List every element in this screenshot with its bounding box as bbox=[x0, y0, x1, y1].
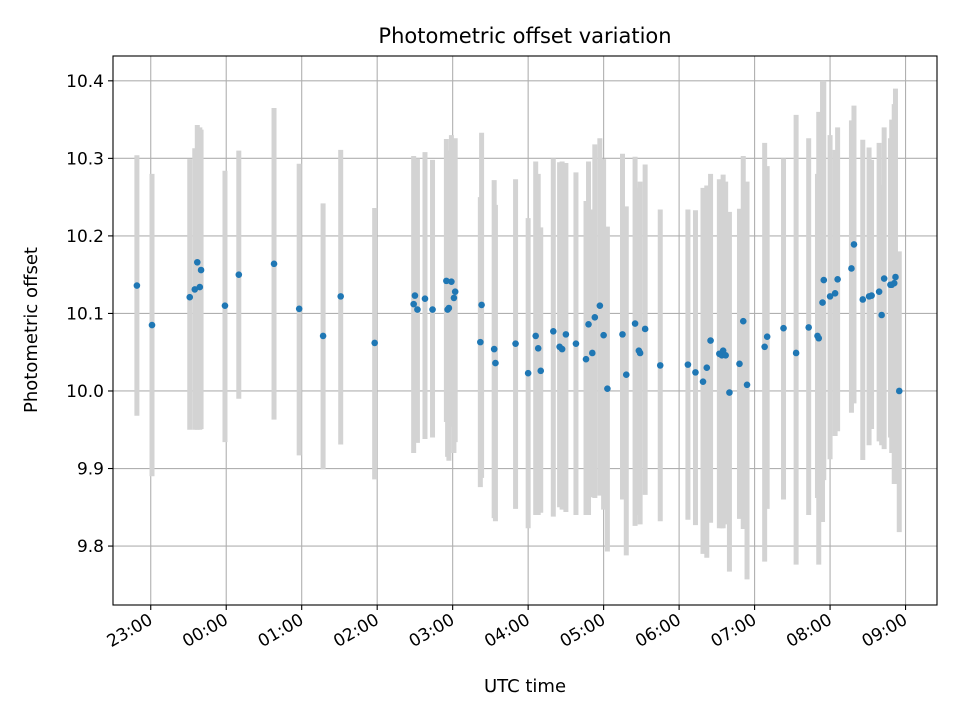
data-point bbox=[371, 339, 378, 347]
data-point bbox=[532, 332, 539, 340]
data-point bbox=[859, 296, 867, 303]
data-point bbox=[490, 345, 498, 353]
data-point bbox=[631, 320, 639, 327]
data-point bbox=[619, 331, 626, 338]
data-point bbox=[448, 278, 455, 285]
y-tick-label: 9.8 bbox=[77, 537, 104, 557]
data-point bbox=[848, 265, 855, 272]
data-point bbox=[736, 360, 743, 368]
data-point bbox=[478, 301, 485, 309]
data-point bbox=[692, 369, 699, 376]
data-point bbox=[636, 349, 644, 357]
data-point bbox=[421, 295, 429, 303]
data-point bbox=[875, 288, 883, 296]
data-point bbox=[477, 338, 484, 346]
y-tick-label: 9.9 bbox=[77, 460, 104, 480]
data-point bbox=[878, 311, 885, 319]
chart-title: Photometric offset variation bbox=[378, 24, 671, 48]
data-point bbox=[604, 385, 611, 392]
data-point bbox=[726, 389, 733, 396]
y-tick-label: 10.1 bbox=[66, 304, 104, 324]
data-point bbox=[191, 286, 199, 293]
data-point bbox=[805, 324, 812, 331]
data-point bbox=[235, 271, 243, 278]
data-point bbox=[826, 293, 834, 300]
data-point bbox=[890, 279, 898, 287]
data-point bbox=[148, 321, 156, 329]
data-point bbox=[572, 340, 580, 347]
data-point bbox=[895, 387, 903, 395]
data-point bbox=[880, 275, 888, 282]
data-point bbox=[622, 371, 630, 378]
data-point bbox=[820, 276, 828, 284]
data-point bbox=[337, 293, 345, 300]
data-point bbox=[763, 333, 771, 341]
data-point bbox=[641, 325, 649, 333]
data-point bbox=[414, 306, 421, 313]
data-point bbox=[819, 299, 826, 306]
data-point bbox=[443, 277, 450, 285]
data-point bbox=[524, 369, 532, 377]
data-point bbox=[429, 306, 436, 313]
data-point bbox=[868, 292, 875, 299]
y-axis-label: Photometric offset bbox=[21, 247, 42, 413]
data-point bbox=[534, 345, 542, 352]
data-point bbox=[319, 332, 327, 340]
data-point bbox=[133, 282, 141, 289]
data-point bbox=[512, 340, 519, 347]
data-point bbox=[834, 276, 841, 283]
y-tick-label: 10.3 bbox=[66, 149, 104, 169]
data-point bbox=[739, 317, 747, 325]
y-tick-label: 10.2 bbox=[66, 227, 104, 247]
data-point bbox=[589, 349, 596, 357]
data-point bbox=[558, 345, 566, 353]
data-point bbox=[591, 314, 599, 321]
data-point bbox=[780, 324, 787, 332]
data-point bbox=[722, 352, 729, 359]
data-point bbox=[450, 294, 458, 302]
data-point bbox=[410, 300, 417, 308]
data-point bbox=[451, 288, 459, 296]
data-point bbox=[445, 304, 453, 312]
data-point bbox=[221, 302, 229, 309]
data-point bbox=[761, 343, 768, 351]
data-point bbox=[743, 381, 751, 389]
data-point bbox=[707, 337, 714, 344]
data-point bbox=[684, 361, 692, 368]
data-point bbox=[656, 362, 664, 369]
data-point bbox=[596, 302, 604, 309]
data-point bbox=[850, 241, 858, 248]
data-point bbox=[193, 258, 201, 266]
y-axis: 9.8 9.9 10.0 10.1 10.2 10.3 10.4 bbox=[66, 72, 113, 557]
y-tick-label: 10.4 bbox=[66, 72, 104, 92]
data-point bbox=[600, 331, 607, 339]
data-point bbox=[892, 273, 899, 281]
plot-frame bbox=[112, 55, 938, 606]
data-point bbox=[550, 327, 557, 335]
data-point bbox=[197, 266, 205, 274]
x-axis-label: UTC time bbox=[484, 676, 566, 697]
data-point bbox=[492, 359, 499, 367]
data-point bbox=[196, 283, 204, 291]
data-point bbox=[585, 320, 592, 328]
data-point bbox=[411, 292, 419, 299]
y-tick-label: 10.0 bbox=[66, 382, 104, 402]
data-points bbox=[133, 241, 903, 396]
data-point bbox=[562, 331, 570, 338]
data-point bbox=[582, 355, 590, 363]
data-point bbox=[270, 260, 278, 268]
data-point bbox=[537, 367, 545, 375]
data-point bbox=[792, 349, 800, 357]
data-point bbox=[831, 289, 839, 297]
data-point bbox=[295, 305, 303, 313]
data-point bbox=[699, 378, 707, 385]
data-point bbox=[186, 293, 194, 301]
data-point bbox=[703, 364, 711, 372]
data-point bbox=[815, 334, 823, 342]
